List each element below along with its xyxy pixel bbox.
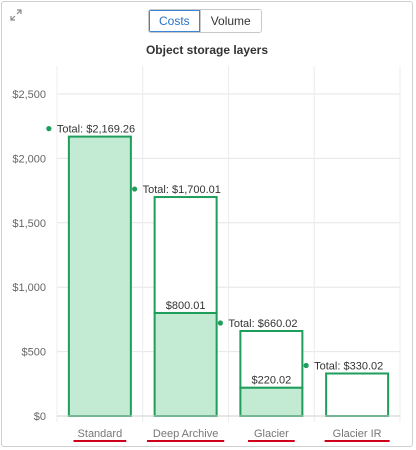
- total-label: Total: $660.02: [228, 318, 297, 330]
- bar-segment: [325, 372, 390, 418]
- y-tick-label: $0: [34, 411, 46, 423]
- segment-value-label: $800.01: [166, 300, 206, 312]
- y-tick-label: $500: [22, 347, 46, 359]
- category-label: Glacier IR: [333, 428, 382, 440]
- category-label: Deep Archive: [153, 428, 218, 440]
- bar-segment: [239, 386, 304, 418]
- tab-volume[interactable]: Volume: [199, 10, 261, 32]
- total-label: Total: $2,169.26: [57, 124, 135, 136]
- bar-segment: [153, 196, 218, 314]
- total-marker: [132, 186, 138, 192]
- total-marker: [46, 125, 52, 132]
- bar-segment: [153, 311, 218, 417]
- total-marker: [303, 362, 309, 369]
- y-tick-label: $2,500: [12, 89, 46, 101]
- chart-title: Object storage layers: [145, 43, 269, 57]
- y-tick-label: $1,000: [12, 282, 46, 294]
- total-label: Total: $330.02: [314, 360, 383, 372]
- y-tick-label: $2,000: [12, 153, 46, 165]
- y-tick-label: $1,500: [12, 218, 46, 230]
- metric-toggle: Costs Volume: [148, 9, 262, 33]
- category-label: Glacier: [254, 428, 289, 440]
- tab-costs[interactable]: Costs: [149, 10, 200, 32]
- total-marker: [217, 320, 223, 326]
- total-label: Total: $1,700.01: [143, 184, 221, 196]
- category-label: Standard: [78, 428, 123, 440]
- bar-segment: [239, 329, 304, 389]
- expand-icon[interactable]: [8, 7, 24, 23]
- bar-segment: [67, 135, 132, 418]
- segment-value-label: $220.02: [251, 375, 291, 387]
